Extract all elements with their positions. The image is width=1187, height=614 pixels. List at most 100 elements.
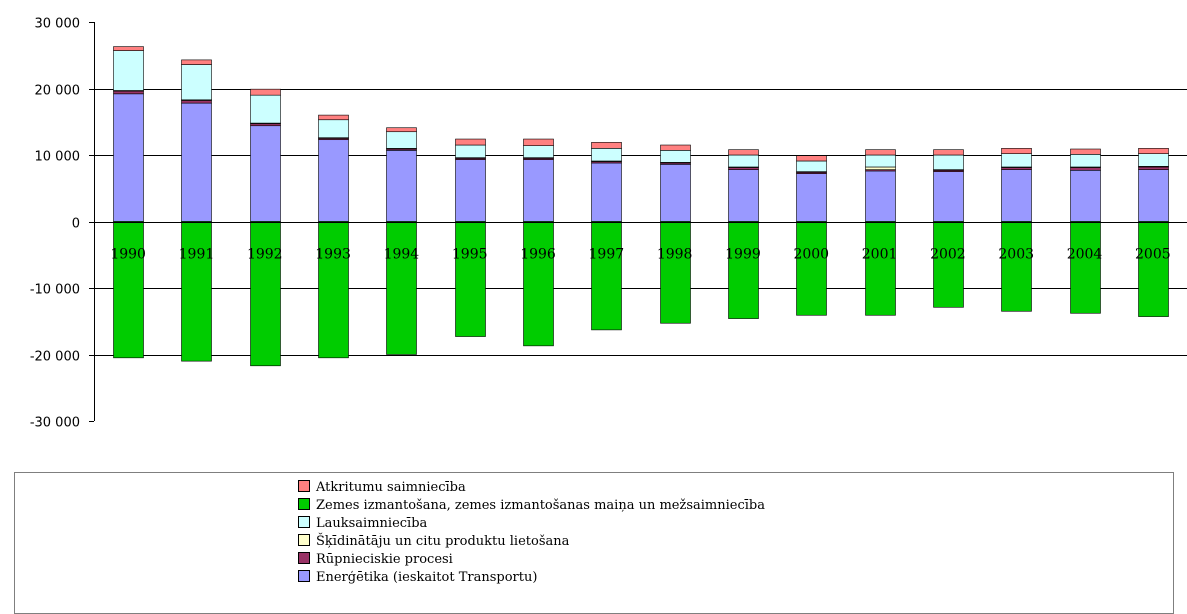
legend-item: Zemes izmantošana, zemes izmantošanas ma… bbox=[298, 497, 765, 515]
x-tick-label: 1994 bbox=[384, 247, 420, 263]
bar-segment bbox=[591, 221, 622, 331]
legend-swatch bbox=[298, 570, 310, 582]
x-tick-label: 1995 bbox=[452, 247, 488, 263]
bar-segment bbox=[933, 149, 964, 156]
legend-item: Lauksaimniecība bbox=[298, 515, 765, 533]
bar-segment bbox=[455, 138, 486, 146]
bar-segment bbox=[1001, 169, 1032, 222]
bar-segment bbox=[250, 221, 281, 367]
bar-segment bbox=[1138, 166, 1169, 170]
tick-labels: 30 000 20 000 10 000 0 -10 000 -20 000 -30 000… bbox=[30, 17, 1171, 431]
x-tick-label: 1993 bbox=[315, 247, 351, 263]
bar-segment bbox=[113, 221, 144, 359]
x-tick-label: 1996 bbox=[520, 247, 556, 263]
bar-segment bbox=[933, 171, 964, 222]
bar-segment bbox=[1001, 221, 1032, 312]
bar-segment bbox=[660, 144, 691, 151]
bar-segment bbox=[796, 155, 827, 162]
bar-segment bbox=[591, 148, 622, 162]
bar-segment bbox=[455, 159, 486, 222]
x-tick-label: 2004 bbox=[1067, 247, 1103, 263]
bar-segment bbox=[1070, 169, 1101, 222]
bar-segment bbox=[455, 144, 486, 158]
bar-segment bbox=[386, 221, 417, 355]
bar-segment bbox=[660, 221, 691, 324]
x-tick-label: 1997 bbox=[589, 247, 625, 263]
bar-segment bbox=[591, 162, 622, 222]
bar-segment bbox=[318, 139, 349, 222]
bar-segment bbox=[728, 149, 759, 156]
bar-segment bbox=[1138, 169, 1169, 222]
y-tick-label: -10 000 bbox=[30, 283, 80, 298]
x-tick-label: 2001 bbox=[862, 247, 898, 263]
x-tick-label: 2003 bbox=[998, 247, 1034, 263]
bar-segment bbox=[455, 221, 486, 337]
bar-segment bbox=[933, 221, 964, 308]
bar-segment bbox=[660, 150, 691, 163]
x-tick-label: 1999 bbox=[725, 247, 761, 263]
bar-segment bbox=[728, 169, 759, 222]
y-tick-label: 30 000 bbox=[35, 17, 81, 32]
y-tick-label: -30 000 bbox=[30, 416, 80, 431]
bar-segment bbox=[591, 142, 622, 149]
bar-segment bbox=[250, 88, 281, 96]
bar-segment bbox=[796, 173, 827, 222]
bar-segment bbox=[728, 221, 759, 319]
x-tick-label: 1992 bbox=[247, 247, 283, 263]
x-tick-label: 2000 bbox=[793, 247, 829, 263]
legend-label: Rūpnieciskie procesi bbox=[316, 552, 453, 567]
bar-segment bbox=[181, 100, 212, 104]
bar-segment bbox=[1070, 154, 1101, 168]
bar-segment bbox=[865, 154, 896, 168]
bar-segment bbox=[1070, 221, 1101, 314]
legend-swatch bbox=[298, 552, 310, 564]
stacked-bar-chart: 30 000 20 000 10 000 0 -10 000 -20 000 -30 000… bbox=[30, 17, 1187, 431]
bar-segment bbox=[113, 50, 144, 91]
bar-segment bbox=[318, 114, 349, 121]
bar-segment bbox=[386, 150, 417, 222]
y-tick-label: 0 bbox=[72, 217, 80, 232]
legend-swatch bbox=[298, 534, 310, 546]
bar-segment bbox=[113, 90, 144, 95]
legend-label: Zemes izmantošana, zemes izmantošanas ma… bbox=[316, 498, 765, 513]
bar-segment bbox=[523, 221, 554, 347]
legend-label: Atkritumu saimniecība bbox=[316, 480, 466, 495]
legend-item: Rūpnieciskie procesi bbox=[298, 551, 765, 569]
bar-segment bbox=[1070, 167, 1101, 171]
bar-segment bbox=[865, 149, 896, 156]
bar-segment bbox=[250, 94, 281, 124]
bars bbox=[113, 46, 1169, 367]
legend-swatch bbox=[298, 516, 310, 528]
y-tick-label: 20 000 bbox=[35, 84, 81, 99]
bar-segment bbox=[250, 125, 281, 222]
bar-segment bbox=[1001, 148, 1032, 154]
bar-segment bbox=[933, 154, 964, 170]
y-tick-label: -20 000 bbox=[30, 350, 80, 365]
bar-segment bbox=[181, 64, 212, 101]
x-tick-label: 1998 bbox=[657, 247, 693, 263]
bar-segment bbox=[523, 138, 554, 146]
bar-segment bbox=[318, 221, 349, 359]
x-tick-label: 1990 bbox=[110, 247, 146, 263]
legend: Atkritumu saimniecība Zemes izmantošana, … bbox=[14, 472, 1174, 614]
bar-segment bbox=[181, 221, 212, 362]
bar-segment bbox=[318, 119, 349, 139]
bar-segment bbox=[1138, 148, 1169, 154]
bar-segment bbox=[523, 159, 554, 222]
x-tick-label: 2002 bbox=[930, 247, 966, 263]
bar-segment bbox=[865, 221, 896, 316]
bar-segment bbox=[796, 221, 827, 316]
legend-list: Atkritumu saimniecība Zemes izmantošana, … bbox=[298, 479, 765, 587]
bar-segment bbox=[523, 145, 554, 158]
bar-segment bbox=[386, 127, 417, 133]
bar-segment bbox=[113, 46, 144, 51]
legend-item: Atkritumu saimniecība bbox=[298, 479, 765, 497]
legend-swatch bbox=[298, 480, 310, 492]
bar-segment bbox=[728, 154, 759, 168]
bar-segment bbox=[796, 160, 827, 172]
bar-segment bbox=[865, 170, 896, 222]
bar-segment bbox=[1070, 148, 1101, 155]
legend-label: Enerģētika (ieskaitot Transportu) bbox=[316, 570, 538, 585]
bar-segment bbox=[1001, 153, 1032, 168]
bar-segment bbox=[113, 93, 144, 222]
